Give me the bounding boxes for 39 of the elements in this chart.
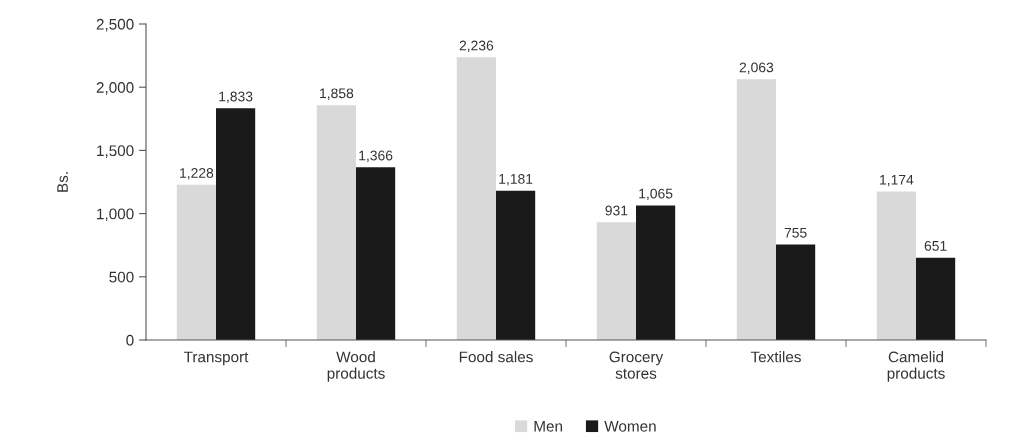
bar	[596, 222, 636, 340]
data-label: 1,833	[219, 91, 253, 104]
x-tick-label: Grocery stores	[609, 351, 664, 379]
x-tick-label: Camelid products	[887, 351, 945, 382]
x-tick-label: Textiles	[750, 351, 801, 363]
y-tick-label: 500	[109, 271, 134, 283]
data-label: 755	[784, 227, 807, 238]
legend-label: Men	[534, 421, 563, 432]
bar	[496, 190, 536, 340]
bar	[776, 244, 816, 340]
x-tick-label: Transport	[183, 351, 249, 366]
bar	[636, 205, 676, 340]
bar	[456, 57, 496, 340]
data-label: 931	[605, 205, 628, 216]
bar	[216, 108, 256, 340]
data-label: 1,065	[639, 188, 673, 201]
data-label: 1,228	[180, 168, 214, 180]
bar	[316, 105, 356, 340]
data-label: 2,236	[459, 40, 494, 53]
data-label: 1,174	[880, 175, 914, 187]
y-tick-label: 0	[126, 334, 134, 346]
data-label: 651	[924, 240, 947, 251]
y-tick-label: 2,000	[96, 82, 134, 95]
data-label: 1,366	[359, 150, 393, 163]
x-tick-label: Wood products	[327, 351, 385, 382]
bar	[176, 184, 216, 340]
bar	[876, 191, 916, 340]
bar	[916, 257, 956, 340]
data-label: 1,858	[320, 88, 354, 100]
y-tick-label: 2,500	[96, 18, 134, 32]
y-tick-label: 1,500	[97, 145, 134, 158]
data-label: 2,063	[739, 62, 774, 74]
bar	[356, 167, 396, 340]
legend-label: Women	[604, 421, 656, 432]
data-label: 1,181	[499, 173, 533, 186]
y-axis-title: Bs.	[57, 172, 68, 192]
bar	[736, 79, 776, 340]
y-tick-label: 1,000	[97, 208, 134, 222]
x-tick-label: Food sales	[459, 351, 533, 363]
